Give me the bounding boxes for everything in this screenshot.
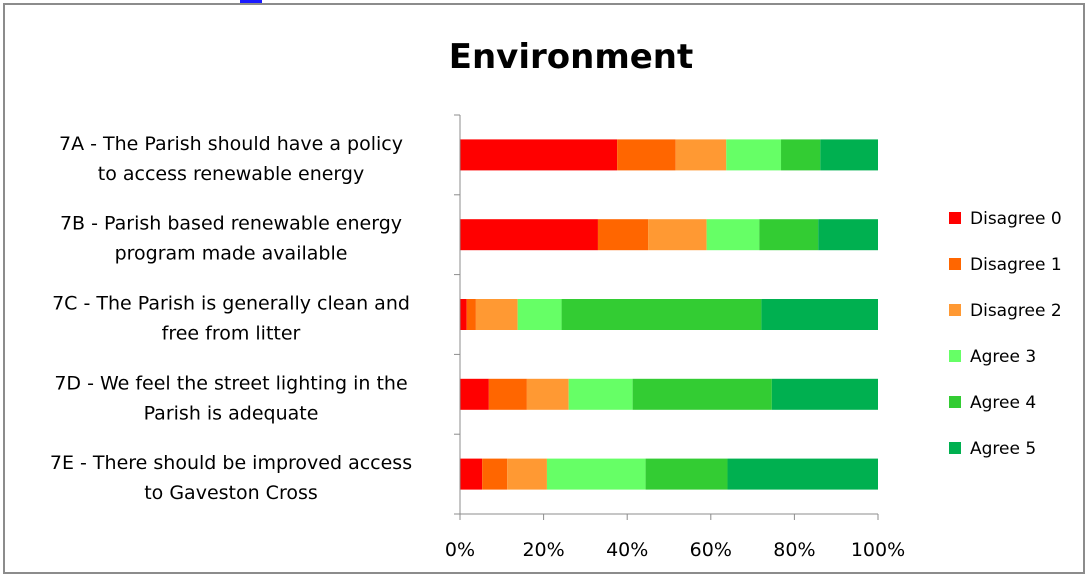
bar-segment-2-5 — [759, 219, 819, 251]
bar-segment-4-1 — [460, 378, 489, 410]
category-label-line: to access renewable energy — [98, 163, 364, 185]
bar-segment-2-4 — [706, 219, 760, 251]
x-tick-label: 100% — [851, 539, 905, 561]
bar-segment-3-6 — [761, 299, 878, 330]
bars-layer — [460, 139, 878, 490]
category-label-line: 7A - The Parish should have a policy — [59, 133, 403, 155]
bar-segment-1-6 — [820, 139, 878, 171]
bar-segment-2-2 — [597, 219, 649, 251]
legend-label-5: Agree 4 — [970, 393, 1036, 413]
category-label-line: 7E - There should be improved access — [50, 452, 412, 474]
bar-segment-1-2 — [617, 139, 676, 171]
legend-swatch-1 — [949, 212, 961, 224]
category-label-line: Parish is adequate — [144, 402, 319, 424]
category-label-line: 7B - Parish based renewable energy — [60, 213, 402, 235]
legend-swatch-4 — [949, 350, 961, 362]
legend-label-4: Agree 3 — [970, 347, 1036, 367]
x-tick-label: 0% — [445, 539, 475, 561]
legend-swatch-3 — [949, 304, 961, 316]
category-label-line: 7C - The Parish is generally clean and — [52, 293, 410, 315]
bar-segment-5-2 — [482, 458, 508, 490]
bar-segment-4-3 — [526, 378, 569, 410]
bar-segment-4-4 — [568, 378, 633, 410]
category-label-line: free from litter — [162, 323, 301, 345]
category-labels: 7A - The Parish should have a policy to a… — [50, 133, 412, 504]
legend-swatch-5 — [949, 396, 961, 408]
category-label-3: 7C - The Parish is generally clean and fr… — [52, 293, 410, 345]
category-label-2: 7B - Parish based renewable energy progra… — [60, 213, 402, 265]
bar-segment-3-1 — [460, 299, 467, 330]
category-label-line: program made available — [115, 243, 348, 265]
bar-segment-2-3 — [648, 219, 707, 251]
bar-segment-1-3 — [675, 139, 727, 171]
bar-segment-5-4 — [546, 458, 646, 490]
bar-segment-4-5 — [632, 378, 772, 410]
x-tick-label: 60% — [690, 539, 732, 561]
chart-title: Environment — [449, 37, 694, 77]
legend-swatch-6 — [949, 442, 961, 454]
bar-segment-4-6 — [771, 378, 878, 410]
x-tick-label: 80% — [773, 539, 815, 561]
bar-segment-1-4 — [726, 139, 782, 171]
legend-swatch-2 — [949, 258, 961, 270]
bar-segment-5-5 — [645, 458, 728, 490]
bar-segment-2-6 — [818, 219, 878, 251]
top-link-fragment — [240, 0, 262, 3]
bar-segment-3-5 — [561, 299, 762, 330]
legend-label-6: Agree 5 — [970, 439, 1036, 459]
bar-segment-5-6 — [727, 458, 878, 490]
x-tick-label: 40% — [606, 539, 648, 561]
bar-segment-3-2 — [466, 299, 476, 330]
category-label-line: to Gaveston Cross — [144, 482, 318, 504]
top-strip — [0, 0, 1089, 3]
legend-label-2: Disagree 1 — [970, 255, 1062, 275]
legend: Disagree 0 Disagree 1 Disagree 2 Agree 3 Agr… — [949, 209, 1062, 459]
category-label-4: 7D - We feel the street lighting in the P… — [54, 372, 407, 424]
bar-segment-3-4 — [517, 299, 562, 330]
bar-segment-3-3 — [475, 299, 518, 330]
axes-layer: 0% 20% 40% 60% 80% 100% — [445, 114, 905, 561]
category-label-5: 7E - There should be improved access to G… — [50, 452, 412, 504]
bar-segment-1-1 — [460, 139, 618, 171]
category-label-line: 7D - We feel the street lighting in the — [54, 372, 407, 394]
bar-segment-4-2 — [488, 378, 527, 410]
bar-segment-5-1 — [460, 458, 483, 490]
bar-segment-2-1 — [460, 219, 598, 251]
category-label-1: 7A - The Parish should have a policy to a… — [59, 133, 403, 185]
legend-label-1: Disagree 0 — [970, 209, 1062, 229]
bar-segment-5-3 — [507, 458, 547, 490]
legend-label-3: Disagree 2 — [970, 301, 1062, 321]
x-tick-label: 20% — [522, 539, 564, 561]
bar-segment-1-5 — [781, 139, 821, 171]
